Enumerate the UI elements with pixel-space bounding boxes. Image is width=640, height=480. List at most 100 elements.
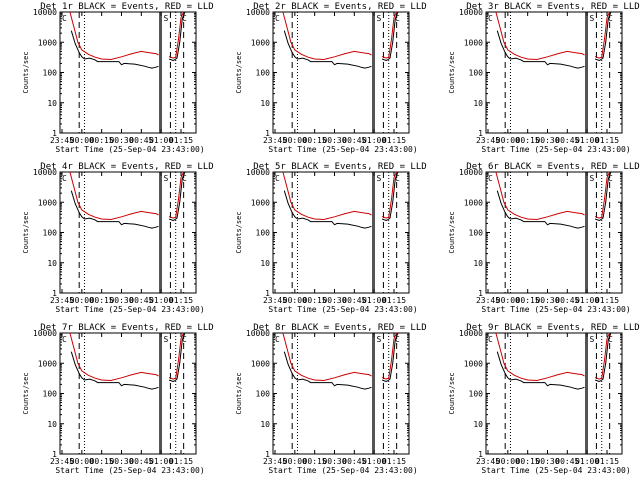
corner-label-left: C (275, 174, 280, 183)
x-tick-label: 00:15 (516, 457, 540, 466)
lld-series-line (495, 171, 585, 221)
lld-series-line (594, 171, 611, 219)
panel-title: Det 9r BLACK = Events, RED = LLD (466, 323, 639, 333)
y-axis-label: Counts/sec (235, 372, 243, 414)
x-tick-label: 00:45 (129, 457, 153, 466)
x-axis-label: Start Time (25-Sep-04 23:43:00) (268, 305, 417, 314)
events-series-line (168, 332, 186, 383)
panel-title: Det 3r BLACK = Events, RED = LLD (466, 2, 639, 12)
x-tick-label: 00:30 (109, 457, 133, 466)
corner-label-left: C (62, 174, 67, 183)
corner-label-mid: S (376, 335, 381, 344)
y-tick-label: 10000 (33, 168, 57, 177)
detector-panel: Det 5r BLACK = Events, RED = LLD 1 10 100 10… (235, 162, 427, 314)
detector-panel: Det 6r BLACK = Events, RED = LLD 1 10 100 10… (448, 162, 640, 314)
x-tick-label: 00:15 (90, 457, 114, 466)
x-tick-label: 01:00 (149, 136, 173, 145)
y-tick-label: 1000 (251, 359, 270, 368)
x-tick-label: 01:15 (595, 457, 619, 466)
y-tick-label: 10 (473, 99, 483, 108)
x-axis-label: Start Time (25-Sep-04 23:43:00) (481, 145, 630, 154)
x-tick-label: 01:15 (382, 136, 406, 145)
corner-label-mid: S (376, 174, 381, 183)
x-tick-label: 00:30 (535, 296, 559, 305)
y-tick-label: 1 (265, 450, 270, 459)
detector-panel: Det 8r BLACK = Events, RED = LLD 1 10 100 10… (235, 323, 427, 475)
x-tick-label: 00:30 (535, 136, 559, 145)
lld-series-line (381, 171, 398, 219)
corner-label-mid: S (163, 335, 168, 344)
x-tick-label: 00:00 (283, 457, 307, 466)
x-tick-label: 23:45 (476, 457, 500, 466)
panel-title: Det 7r BLACK = Events, RED = LLD (40, 323, 213, 333)
y-tick-label: 1 (478, 129, 483, 138)
y-tick-label: 1 (265, 129, 270, 138)
x-tick-label: 01:15 (169, 136, 193, 145)
x-tick-label: 01:00 (149, 457, 173, 466)
lld-series-line (168, 332, 185, 380)
events-series-line (283, 30, 372, 69)
lld-series-line (282, 11, 372, 61)
detector-panel: Det 3r BLACK = Events, RED = LLD 1 10 100 10… (448, 2, 640, 154)
x-tick-label: 01:00 (149, 296, 173, 305)
x-tick-label: 00:45 (555, 136, 579, 145)
y-tick-label: 100 (256, 390, 271, 399)
events-series-line (594, 171, 612, 222)
y-tick-label: 10000 (246, 329, 270, 338)
corner-label-left: C (488, 174, 493, 183)
x-tick-label: 00:45 (342, 457, 366, 466)
y-tick-label: 10 (473, 420, 483, 429)
y-axis-label: Counts/sec (448, 372, 456, 414)
panel-title: Det 6r BLACK = Events, RED = LLD (466, 162, 639, 172)
y-axis-label: Counts/sec (235, 211, 243, 253)
x-axis-label: Start Time (25-Sep-04 23:43:00) (268, 145, 417, 154)
y-tick-label: 10 (260, 259, 270, 268)
lld-series-line (495, 11, 585, 61)
lld-series-line (282, 332, 372, 382)
x-tick-label: 01:15 (595, 296, 619, 305)
x-tick-label: 00:30 (322, 296, 346, 305)
corner-label-mid: S (163, 14, 168, 23)
x-tick-label: 01:00 (575, 296, 599, 305)
corner-label-right: C (608, 335, 613, 344)
x-tick-label: 01:15 (382, 296, 406, 305)
events-series-line (283, 190, 372, 229)
x-tick-label: 01:00 (575, 136, 599, 145)
x-tick-label: 00:00 (70, 457, 94, 466)
x-tick-label: 00:15 (303, 296, 327, 305)
y-axis-label: Counts/sec (22, 51, 30, 93)
events-series-line (594, 332, 612, 383)
x-axis-label: Start Time (25-Sep-04 23:43:00) (481, 305, 630, 314)
x-tick-label: 01:15 (382, 457, 406, 466)
x-tick-label: 23:45 (50, 136, 74, 145)
panel-title: Det 2r BLACK = Events, RED = LLD (253, 2, 426, 12)
corner-label-left: C (275, 335, 280, 344)
corner-label-mid: S (589, 14, 594, 23)
lld-series-line (381, 11, 398, 59)
y-tick-label: 100 (43, 69, 58, 78)
x-tick-label: 00:15 (303, 457, 327, 466)
x-tick-label: 00:00 (70, 296, 94, 305)
events-series-line (381, 11, 399, 62)
x-tick-label: 00:45 (129, 296, 153, 305)
y-tick-label: 10000 (459, 329, 483, 338)
detector-panel: Det 1r BLACK = Events, RED = LLD 1 10 100 10… (22, 2, 214, 154)
corner-label-right: C (608, 174, 613, 183)
y-tick-label: 1000 (464, 198, 483, 207)
corner-label-mid: S (589, 174, 594, 183)
y-tick-label: 10000 (33, 329, 57, 338)
x-tick-label: 00:45 (342, 136, 366, 145)
corner-label-left: C (62, 335, 67, 344)
x-tick-label: 00:00 (496, 136, 520, 145)
panel-title: Det 4r BLACK = Events, RED = LLD (40, 162, 213, 172)
y-tick-label: 1000 (38, 198, 57, 207)
lld-series-line (69, 332, 159, 382)
lld-series-line (381, 332, 398, 380)
x-tick-label: 00:15 (90, 136, 114, 145)
events-series-line (594, 11, 612, 62)
events-series-line (381, 332, 399, 383)
x-tick-label: 01:00 (362, 136, 386, 145)
y-tick-label: 1 (52, 450, 57, 459)
x-axis-label: Start Time (25-Sep-04 23:43:00) (55, 145, 204, 154)
y-tick-label: 1000 (38, 38, 57, 47)
